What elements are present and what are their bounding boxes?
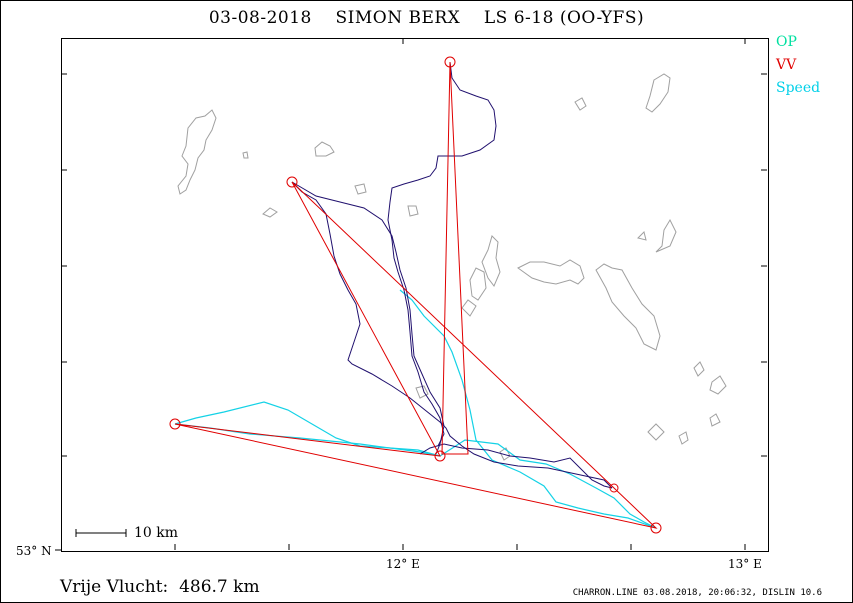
x-tick-label-13e: 13° E bbox=[728, 557, 762, 571]
map-plot-area bbox=[61, 38, 769, 552]
task-lines bbox=[174, 61, 658, 529]
legend-vv: VV bbox=[776, 57, 797, 73]
coastline bbox=[177, 73, 727, 461]
turnpoint-circle bbox=[169, 418, 181, 430]
turnpoint-circle bbox=[434, 450, 446, 462]
flight-distance-summary: Vrije Vlucht: 486.7 km bbox=[60, 577, 260, 597]
turnpoint-circle bbox=[444, 56, 456, 68]
turnpoint-circle bbox=[609, 483, 619, 493]
scale-bar bbox=[75, 529, 127, 537]
turnpoint-circle bbox=[650, 522, 662, 534]
turnpoints bbox=[169, 56, 662, 534]
y-axis-label: 53° N bbox=[16, 544, 52, 558]
legend-speed: Speed bbox=[776, 80, 821, 96]
scale-bar-label: 10 km bbox=[134, 525, 179, 541]
axis-ticks bbox=[55, 38, 767, 551]
x-tick-label-12e: 12° E bbox=[386, 557, 420, 571]
footer-info: CHARRON.LINE 03.08.2018, 20:06:32, DISLI… bbox=[572, 588, 822, 598]
flight-track bbox=[291, 61, 613, 489]
speed-track bbox=[174, 289, 657, 529]
map-title: 03-08-2018 SIMON BERX LS 6-18 (OO-YFS) bbox=[208, 8, 645, 28]
legend-op: OP bbox=[776, 34, 797, 50]
turnpoint-circle bbox=[286, 176, 298, 188]
